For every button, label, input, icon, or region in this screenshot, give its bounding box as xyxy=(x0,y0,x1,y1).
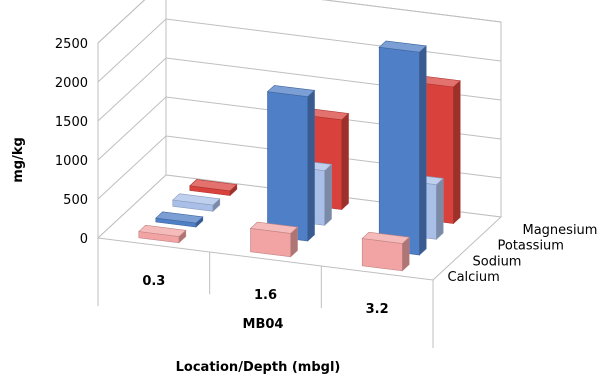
x-category-label: 3.2 xyxy=(366,302,389,317)
bar-sodium-3.2 xyxy=(378,40,427,256)
x-axis-title: Location/Depth (mbgl) xyxy=(176,360,341,375)
series-label: Calcium xyxy=(448,270,500,285)
bar-calcium-0.3 xyxy=(138,224,187,244)
series-label: Potassium xyxy=(498,239,564,254)
gridline xyxy=(97,0,502,44)
y-tick-label: 0 xyxy=(80,232,88,247)
bar-sodium-1.6 xyxy=(266,85,316,242)
x-category-label: 0.3 xyxy=(142,274,165,289)
y-tick-label: 2000 xyxy=(55,76,88,91)
category-group-label: MB04 xyxy=(243,317,284,332)
y-tick-label: 1500 xyxy=(55,115,88,130)
x-axis-categories: 0.3 1.6 3.2 xyxy=(142,274,388,317)
bars xyxy=(138,40,461,272)
x-category-label: 1.6 xyxy=(254,288,277,303)
y-tick-label: 1000 xyxy=(55,154,88,169)
bar-calcium-3.2 xyxy=(361,231,410,272)
bar-magnesium-0.3 xyxy=(189,179,238,197)
bar-calcium-1.6 xyxy=(249,221,299,258)
bar-potassium-0.3 xyxy=(172,193,221,212)
bar-sodium-0.3 xyxy=(155,211,204,228)
y-tick-label: 2500 xyxy=(55,37,88,52)
y-axis-label: mg/kg xyxy=(11,137,26,183)
series-label: Magnesium xyxy=(523,223,598,238)
y-axis-ticks: 0 500 1000 1500 2000 2500 xyxy=(55,37,88,247)
y-tick-label: 500 xyxy=(63,193,88,208)
series-label: Sodium xyxy=(473,254,522,269)
